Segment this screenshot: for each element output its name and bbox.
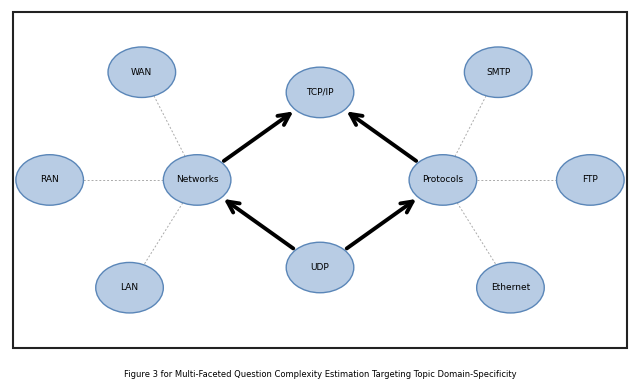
Text: Ethernet: Ethernet: [491, 283, 530, 292]
Text: Networks: Networks: [176, 175, 218, 185]
Text: UDP: UDP: [310, 263, 330, 272]
Text: TCP/IP: TCP/IP: [307, 88, 333, 97]
Ellipse shape: [163, 155, 231, 205]
Ellipse shape: [409, 155, 477, 205]
Text: FTP: FTP: [582, 175, 598, 185]
Text: RAN: RAN: [40, 175, 59, 185]
Ellipse shape: [557, 155, 624, 205]
Text: Figure 3 for Multi-Faceted Question Complexity Estimation Targeting Topic Domain: Figure 3 for Multi-Faceted Question Comp…: [124, 370, 516, 379]
Text: LAN: LAN: [120, 283, 139, 292]
Ellipse shape: [96, 262, 163, 313]
Text: WAN: WAN: [131, 68, 152, 77]
Text: SMTP: SMTP: [486, 68, 510, 77]
Ellipse shape: [108, 47, 175, 98]
Ellipse shape: [465, 47, 532, 98]
Ellipse shape: [286, 67, 354, 118]
Ellipse shape: [286, 242, 354, 293]
Ellipse shape: [477, 262, 544, 313]
Text: Protocols: Protocols: [422, 175, 463, 185]
Ellipse shape: [16, 155, 83, 205]
